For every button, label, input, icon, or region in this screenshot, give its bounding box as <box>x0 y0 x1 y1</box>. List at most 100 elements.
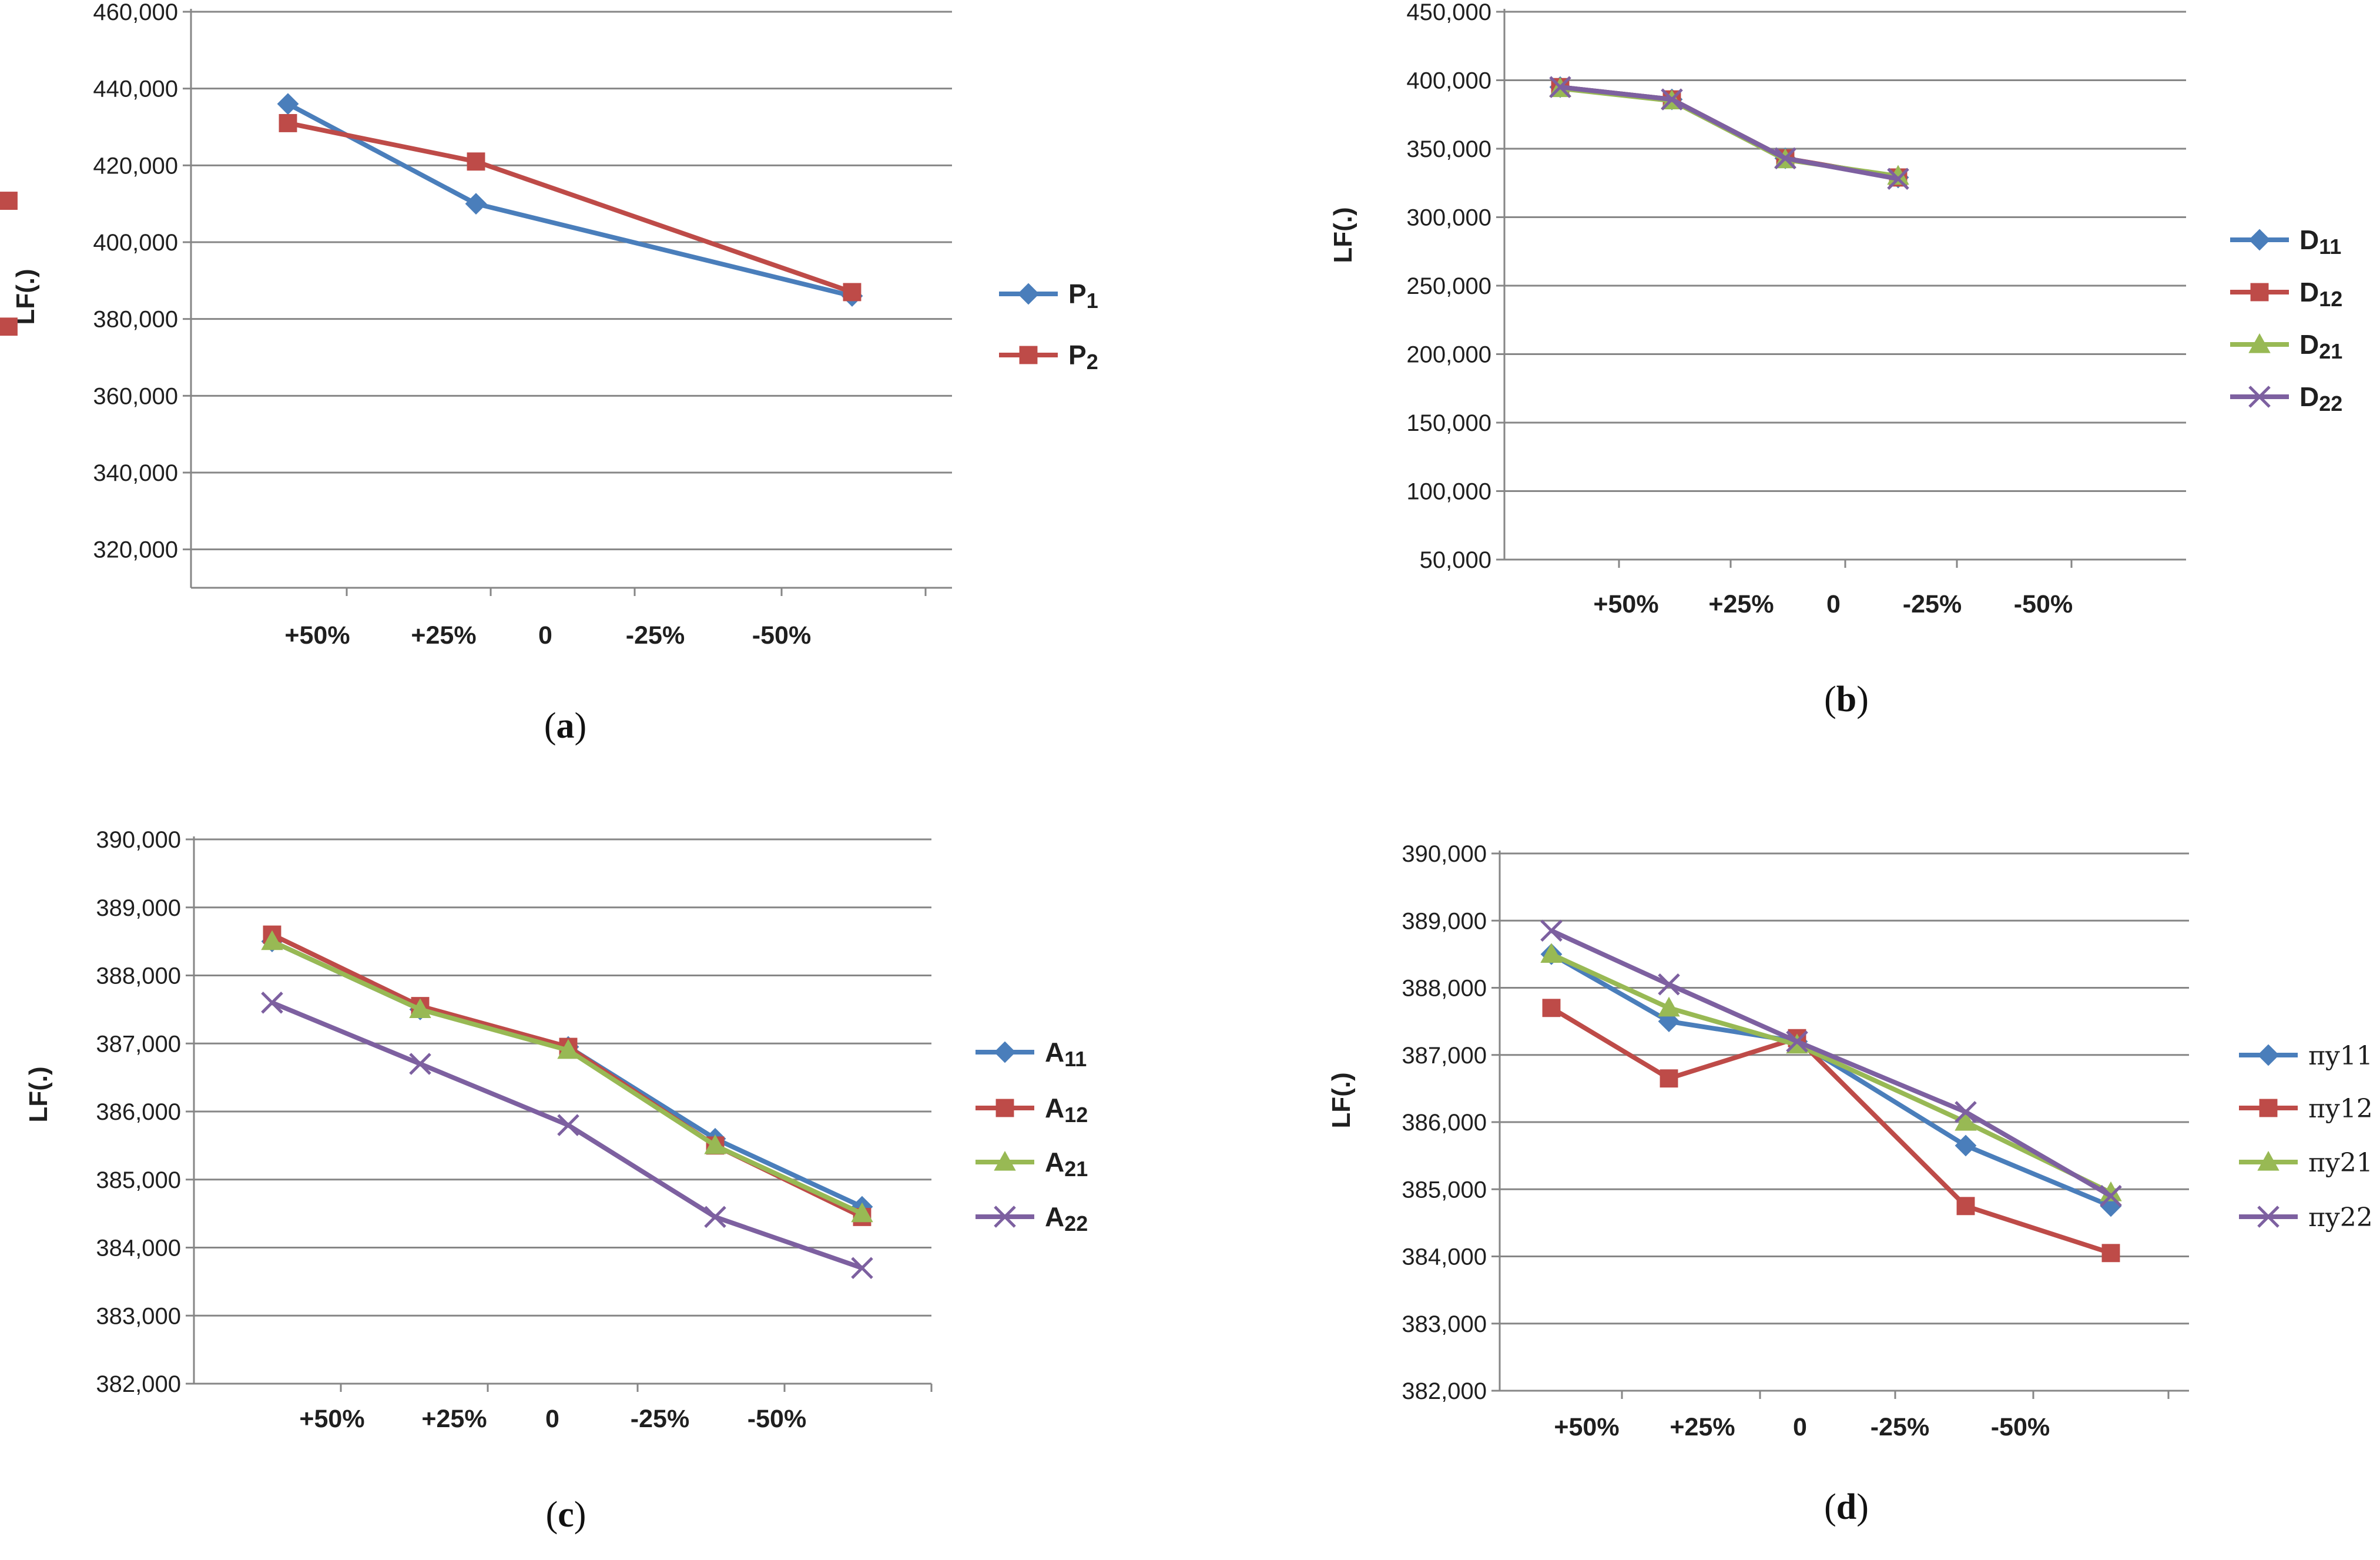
x-tick-label: 0 <box>545 1405 559 1433</box>
data-point <box>1887 168 1909 190</box>
y-tick-label: 320,000 <box>93 537 178 563</box>
data-point <box>277 93 299 115</box>
y-tick-label: 386,000 <box>1402 1110 1487 1136</box>
data-point <box>851 1202 873 1223</box>
data-point <box>1540 943 1563 963</box>
legend-entry: P2 <box>999 340 1098 374</box>
legend-marker <box>2250 283 2269 302</box>
legend-label: D22 <box>2299 381 2342 416</box>
data-point <box>1540 919 1563 942</box>
legend-marker <box>2259 1099 2278 1117</box>
series-πy22 <box>1540 919 2122 1207</box>
series-line <box>1550 1006 2112 1256</box>
legend-label: D11 <box>2299 225 2341 259</box>
legend-label-main: P <box>1068 279 1087 309</box>
series-line <box>1560 85 1899 182</box>
y-tick-label: 382,000 <box>96 1371 181 1397</box>
x-tick-label: +50% <box>284 621 350 650</box>
x-tick-label: 0 <box>1793 1413 1807 1441</box>
y-axis-label: LF(.) <box>11 269 40 324</box>
legend-entry: A21 <box>976 1147 1088 1181</box>
y-tick-label: 387,000 <box>1402 1043 1487 1069</box>
legend-label-sub: 12 <box>2319 287 2342 311</box>
legend-label: D21 <box>2299 329 2342 363</box>
x-tick-label: -25% <box>1871 1413 1929 1441</box>
y-tick-label: 384,000 <box>1402 1244 1487 1270</box>
y-tick-label: 360,000 <box>93 383 178 409</box>
figure-caption: (c) <box>546 1495 586 1535</box>
legend-marker <box>995 1099 1014 1117</box>
legend-label: P2 <box>1068 340 1098 374</box>
data-point <box>467 152 485 171</box>
y-tick-label: 400,000 <box>1406 68 1491 94</box>
y-tick-label: 450,000 <box>1406 0 1491 25</box>
y-tick-label: 380,000 <box>93 307 178 333</box>
legend-label-sub: 11 <box>1064 1047 1087 1071</box>
y-tick-label: 50,000 <box>1420 547 1491 573</box>
series-A12 <box>263 925 871 1226</box>
legend-label: πy21 <box>2308 1148 2373 1178</box>
data-point <box>557 1114 579 1136</box>
y-tick-label: 389,000 <box>1402 908 1487 934</box>
y-tick-label: 440,000 <box>93 76 178 102</box>
y-tick-label: 200,000 <box>1406 342 1491 368</box>
y-tick-label: 100,000 <box>1406 479 1491 505</box>
legend-label: A11 <box>1045 1037 1087 1071</box>
data-point <box>465 193 487 215</box>
series-A21 <box>261 930 873 1223</box>
data-point <box>1774 147 1796 170</box>
data-point <box>1658 996 1680 1017</box>
chart-a: 320,000 340,000 360,000 380,000 400,000 420,0… <box>0 0 1098 746</box>
legend-label-main: D <box>2299 381 2319 412</box>
y-tick-label: 383,000 <box>96 1303 181 1329</box>
chart-c: 382,000 383,000 384,000 385,000 386,000 387,0… <box>24 827 1088 1535</box>
x-tick-label: +50% <box>1554 1413 1619 1441</box>
legend-marker <box>1019 346 1038 364</box>
data-point <box>851 1257 873 1279</box>
legend-marker <box>2257 1150 2280 1171</box>
data-point <box>1542 999 1561 1017</box>
legend-label: A21 <box>1045 1147 1088 1181</box>
x-tick-label: -50% <box>747 1405 806 1433</box>
data-point <box>261 992 283 1014</box>
data-point <box>279 114 297 132</box>
y-tick-label: 385,000 <box>96 1167 181 1193</box>
figure-caption: (d) <box>1824 1487 1869 1527</box>
data-point <box>704 1134 726 1154</box>
data-point <box>557 1039 579 1059</box>
legend-label-main: P <box>1068 340 1087 370</box>
legend-entry: A11 <box>976 1037 1087 1071</box>
legend-label-sub: 22 <box>2319 391 2342 416</box>
data-point <box>1661 88 1683 111</box>
data-point <box>261 930 283 950</box>
chart-b: 50,000 100,000 150,000 200,000 250,000 300,00… <box>0 0 2342 719</box>
data-point <box>1658 973 1680 996</box>
series-A22 <box>261 992 873 1279</box>
data-point <box>1549 76 1571 98</box>
legend-marker <box>2257 1206 2280 1228</box>
y-tick-label: 460,000 <box>93 0 178 25</box>
caption-letter: c <box>558 1495 574 1535</box>
legend-entry: A12 <box>976 1093 1088 1127</box>
y-tick-label: 382,000 <box>1402 1378 1487 1404</box>
caption-letter: b <box>1836 679 1856 719</box>
y-tick-label: 388,000 <box>96 963 181 989</box>
legend-label: A12 <box>1045 1093 1088 1127</box>
legend-entry: D11 <box>2230 225 2341 259</box>
legend-label-main: D <box>2299 329 2319 360</box>
x-tick-label: +25% <box>1670 1413 1735 1441</box>
y-tick-label: 390,000 <box>96 827 181 853</box>
legend-label-sub: 12 <box>1064 1103 1088 1127</box>
data-point <box>843 283 862 302</box>
legend-label-sub: 21 <box>2319 339 2342 363</box>
chart-d: 382,000 383,000 384,000 385,000 386,000 387,0… <box>1327 841 2373 1527</box>
legend-marker <box>994 1206 1016 1228</box>
y-tick-label: 400,000 <box>93 230 178 256</box>
legend-entry: D12 <box>2230 277 2342 311</box>
legend-marker <box>2257 1044 2280 1066</box>
x-tick-label: -50% <box>2014 590 2073 618</box>
data-point <box>1786 1030 1808 1053</box>
x-tick-label: -25% <box>1903 590 1962 618</box>
y-tick-label: 150,000 <box>1406 410 1491 436</box>
